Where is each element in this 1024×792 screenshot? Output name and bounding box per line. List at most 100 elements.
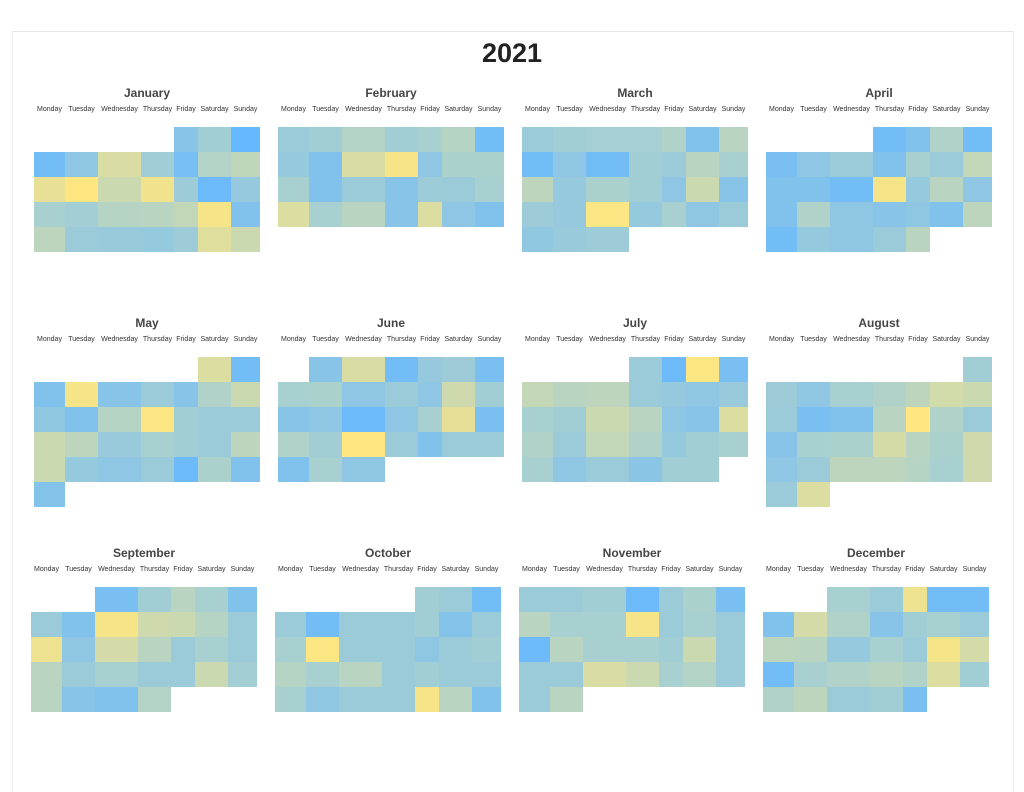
day-cell [659, 662, 683, 687]
day-cell [138, 687, 171, 712]
day-cell [519, 587, 550, 612]
day-cell [65, 382, 98, 407]
day-cell [766, 482, 797, 507]
day-cell [794, 612, 827, 637]
day-cell [306, 612, 339, 637]
day-cell [870, 687, 903, 712]
day-cell [31, 612, 62, 637]
day-cell [195, 662, 228, 687]
day-cell [797, 407, 830, 432]
day-cell [830, 202, 873, 227]
day-cell [141, 227, 174, 252]
weekday-label: Tuesday [312, 336, 339, 343]
day-cell [662, 432, 686, 457]
day-cell [382, 637, 415, 662]
day-cell [141, 152, 174, 177]
day-cell [418, 177, 442, 202]
day-cell [719, 432, 748, 457]
day-cell [583, 612, 626, 637]
day-cell [65, 202, 98, 227]
weekday-label: Tuesday [68, 336, 95, 343]
weekday-label: Tuesday [309, 566, 336, 573]
day-cell [34, 202, 65, 227]
weekday-label: Monday [281, 106, 306, 113]
weekday-label: Wednesday [101, 106, 138, 113]
weekday-label: Wednesday [101, 336, 138, 343]
month-label: February [365, 86, 417, 100]
day-cell [586, 152, 629, 177]
day-cell [906, 202, 930, 227]
day-cell [522, 382, 553, 407]
day-cell [903, 587, 927, 612]
weekday-label: Sunday [477, 336, 502, 343]
weekday-header: Monday Tuesday Wednesday Thursday Friday Satu… [519, 566, 745, 573]
day-cell [442, 177, 475, 202]
day-cell [418, 357, 442, 382]
day-cell [62, 687, 95, 712]
day-cell [439, 637, 472, 662]
weekday-label: Tuesday [553, 566, 580, 573]
day-cell [960, 637, 989, 662]
day-cell [138, 662, 171, 687]
day-cell [34, 227, 65, 252]
day-cell [475, 177, 504, 202]
day-cell [231, 357, 260, 382]
day-cell [626, 637, 659, 662]
day-cell [475, 382, 504, 407]
month-october: October Monday Tuesday Wednesday Thursday Fri… [275, 546, 501, 746]
day-cell [31, 662, 62, 687]
weekday-label: Sunday [965, 106, 990, 113]
weekday-label: Sunday [477, 106, 502, 113]
day-cell [662, 407, 686, 432]
day-cell [716, 662, 745, 687]
day-cell [519, 687, 550, 712]
day-cell [439, 687, 472, 712]
day-cell [475, 357, 504, 382]
weekday-label: Wednesday [833, 106, 870, 113]
month-june: June Monday Tuesday Wednesday Thursday Friday… [278, 316, 504, 516]
weekday-label: Monday [278, 566, 303, 573]
day-cell [873, 227, 906, 252]
day-cell [309, 407, 342, 432]
day-cell [870, 662, 903, 687]
day-cell [827, 612, 870, 637]
day-cell [65, 432, 98, 457]
month-december: December Monday Tuesday Wednesday Thursday Fr… [763, 546, 989, 746]
day-cell [686, 177, 719, 202]
day-cell [963, 152, 992, 177]
day-cell [629, 152, 662, 177]
day-cell [65, 227, 98, 252]
day-cell [98, 152, 141, 177]
weekday-label: Thursday [386, 106, 417, 113]
day-cell [719, 152, 748, 177]
day-cell [171, 612, 195, 637]
day-cell [34, 152, 65, 177]
day-cell [550, 662, 583, 687]
day-cell [439, 662, 472, 687]
weekday-label: Sunday [721, 336, 746, 343]
day-cell [31, 637, 62, 662]
day-cell [309, 177, 342, 202]
day-cell [275, 662, 306, 687]
day-cell [306, 687, 339, 712]
day-cell [342, 432, 385, 457]
day-cell [442, 152, 475, 177]
day-cell [228, 662, 257, 687]
day-cell [475, 202, 504, 227]
weekday-header: Monday Tuesday Wednesday Thursday Friday Satu… [522, 106, 748, 113]
day-cell [626, 662, 659, 687]
day-cell [583, 587, 626, 612]
weekday-header: Monday Tuesday Wednesday Thursday Friday Satu… [34, 106, 260, 113]
day-cell [963, 432, 992, 457]
weekday-label: Saturday [932, 106, 961, 113]
weekday-label: Friday [420, 336, 440, 343]
day-cell [550, 637, 583, 662]
day-cell [930, 457, 963, 482]
day-cell [550, 612, 583, 637]
day-cell [198, 227, 231, 252]
day-cell [472, 662, 501, 687]
day-cell [873, 127, 906, 152]
day-cell [662, 202, 686, 227]
day-cell [439, 612, 472, 637]
weekday-label: Thursday [871, 566, 902, 573]
